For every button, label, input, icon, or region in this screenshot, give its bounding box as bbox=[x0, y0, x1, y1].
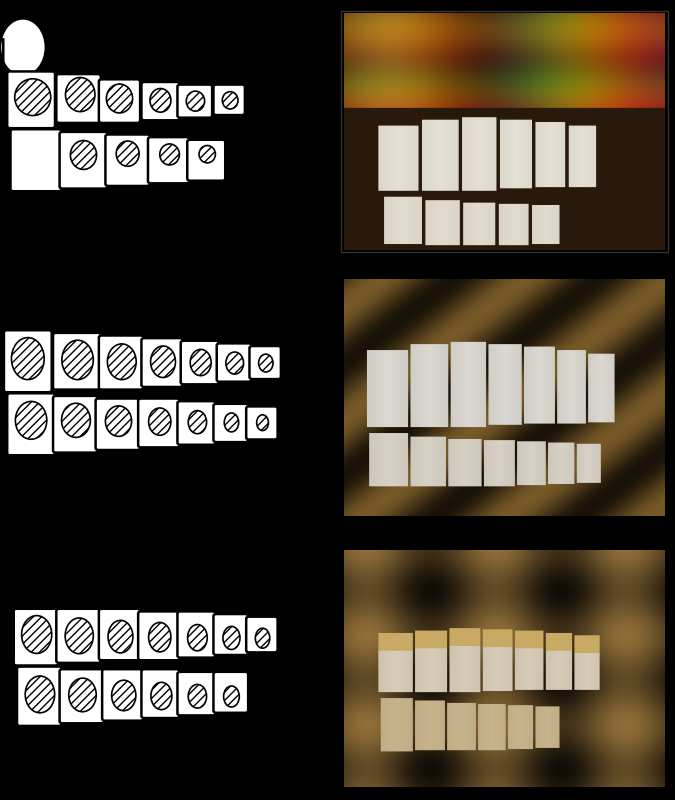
Ellipse shape bbox=[62, 340, 93, 380]
Ellipse shape bbox=[105, 406, 132, 436]
Ellipse shape bbox=[255, 628, 270, 648]
FancyBboxPatch shape bbox=[14, 609, 58, 666]
FancyBboxPatch shape bbox=[178, 672, 215, 715]
FancyBboxPatch shape bbox=[59, 132, 107, 189]
FancyBboxPatch shape bbox=[187, 140, 225, 181]
Ellipse shape bbox=[65, 618, 93, 654]
FancyBboxPatch shape bbox=[142, 82, 180, 120]
FancyBboxPatch shape bbox=[138, 398, 180, 447]
FancyBboxPatch shape bbox=[178, 611, 215, 658]
Ellipse shape bbox=[107, 84, 132, 113]
Ellipse shape bbox=[148, 622, 171, 652]
FancyBboxPatch shape bbox=[7, 394, 55, 455]
Ellipse shape bbox=[16, 402, 47, 439]
Ellipse shape bbox=[69, 678, 97, 712]
FancyBboxPatch shape bbox=[56, 74, 101, 123]
FancyBboxPatch shape bbox=[142, 669, 180, 718]
Ellipse shape bbox=[259, 354, 273, 372]
Ellipse shape bbox=[224, 413, 239, 432]
FancyBboxPatch shape bbox=[17, 666, 61, 726]
FancyBboxPatch shape bbox=[99, 609, 140, 660]
FancyBboxPatch shape bbox=[250, 346, 281, 379]
FancyBboxPatch shape bbox=[246, 406, 277, 439]
Ellipse shape bbox=[222, 92, 238, 109]
Ellipse shape bbox=[107, 344, 136, 380]
FancyBboxPatch shape bbox=[7, 71, 55, 128]
Ellipse shape bbox=[151, 682, 172, 710]
FancyBboxPatch shape bbox=[213, 85, 245, 115]
FancyBboxPatch shape bbox=[99, 79, 140, 123]
FancyBboxPatch shape bbox=[105, 134, 150, 186]
Ellipse shape bbox=[151, 346, 176, 378]
Ellipse shape bbox=[111, 680, 136, 710]
Ellipse shape bbox=[65, 78, 95, 112]
FancyBboxPatch shape bbox=[102, 669, 143, 721]
Ellipse shape bbox=[25, 676, 55, 713]
Ellipse shape bbox=[11, 338, 44, 380]
FancyBboxPatch shape bbox=[4, 330, 52, 392]
Ellipse shape bbox=[0, 18, 46, 76]
FancyBboxPatch shape bbox=[217, 343, 251, 382]
FancyBboxPatch shape bbox=[59, 669, 104, 723]
FancyBboxPatch shape bbox=[178, 401, 215, 445]
Ellipse shape bbox=[223, 626, 240, 650]
Ellipse shape bbox=[199, 146, 215, 163]
FancyBboxPatch shape bbox=[148, 137, 189, 183]
Ellipse shape bbox=[188, 685, 207, 708]
FancyBboxPatch shape bbox=[53, 396, 98, 453]
FancyBboxPatch shape bbox=[11, 130, 61, 191]
Ellipse shape bbox=[116, 141, 139, 166]
Ellipse shape bbox=[160, 144, 180, 165]
FancyBboxPatch shape bbox=[246, 617, 277, 652]
Ellipse shape bbox=[188, 625, 207, 651]
FancyBboxPatch shape bbox=[213, 672, 248, 713]
FancyBboxPatch shape bbox=[142, 338, 183, 387]
FancyBboxPatch shape bbox=[178, 85, 212, 118]
Ellipse shape bbox=[15, 79, 51, 115]
Ellipse shape bbox=[226, 352, 244, 374]
Ellipse shape bbox=[70, 141, 97, 170]
FancyBboxPatch shape bbox=[56, 609, 101, 663]
FancyBboxPatch shape bbox=[138, 611, 180, 660]
Ellipse shape bbox=[150, 89, 171, 112]
Ellipse shape bbox=[61, 403, 90, 438]
Ellipse shape bbox=[22, 616, 52, 654]
Ellipse shape bbox=[223, 686, 240, 707]
Ellipse shape bbox=[186, 91, 205, 111]
Ellipse shape bbox=[148, 408, 171, 435]
Ellipse shape bbox=[108, 620, 133, 653]
Ellipse shape bbox=[188, 410, 207, 434]
FancyBboxPatch shape bbox=[213, 404, 248, 442]
FancyBboxPatch shape bbox=[181, 341, 219, 384]
FancyBboxPatch shape bbox=[99, 335, 143, 390]
Ellipse shape bbox=[256, 415, 269, 430]
FancyBboxPatch shape bbox=[96, 398, 140, 450]
FancyBboxPatch shape bbox=[53, 333, 101, 390]
Ellipse shape bbox=[190, 350, 211, 376]
FancyBboxPatch shape bbox=[213, 614, 248, 655]
